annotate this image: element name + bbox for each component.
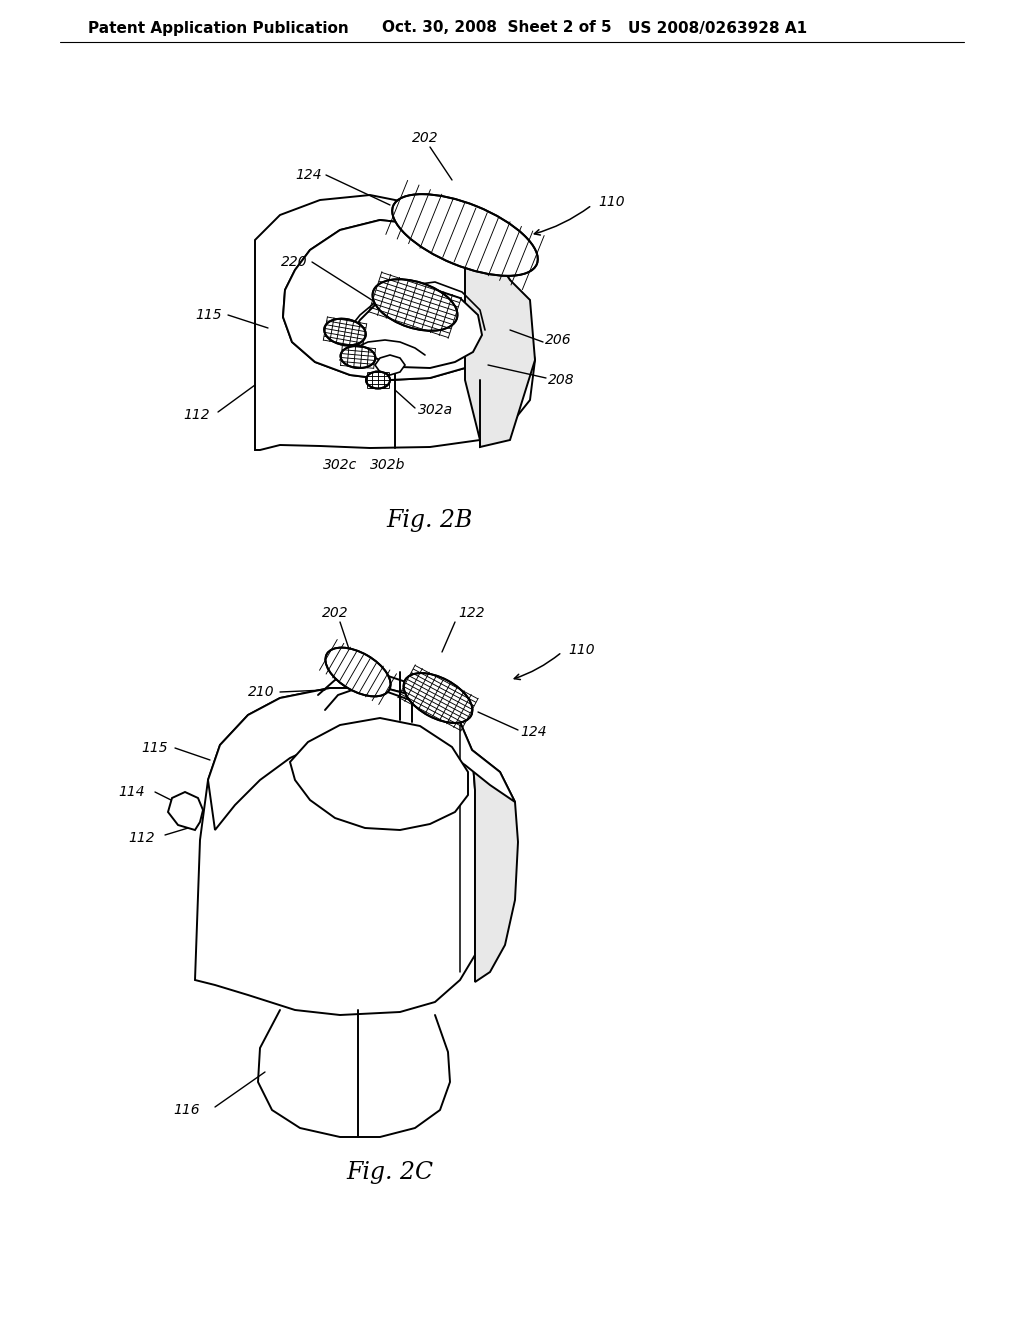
Ellipse shape (392, 194, 538, 276)
Polygon shape (350, 288, 482, 368)
Text: 206: 206 (545, 333, 571, 347)
Text: Fig. 2B: Fig. 2B (387, 508, 473, 532)
Text: 110: 110 (598, 195, 625, 209)
Polygon shape (195, 688, 475, 1015)
Polygon shape (375, 355, 406, 375)
Ellipse shape (403, 673, 472, 723)
Text: 302c: 302c (323, 458, 357, 473)
Text: 112: 112 (183, 408, 210, 422)
Ellipse shape (325, 318, 366, 346)
Ellipse shape (373, 280, 458, 331)
Text: 124: 124 (295, 168, 322, 182)
Text: 220: 220 (282, 255, 308, 269)
Text: Fig. 2C: Fig. 2C (346, 1160, 433, 1184)
Ellipse shape (326, 648, 390, 697)
Text: 208: 208 (548, 374, 574, 387)
Polygon shape (283, 220, 505, 380)
Text: Oct. 30, 2008  Sheet 2 of 5: Oct. 30, 2008 Sheet 2 of 5 (382, 21, 611, 36)
Ellipse shape (366, 371, 390, 388)
Polygon shape (290, 718, 468, 830)
Text: 210: 210 (249, 685, 275, 700)
Text: 115: 115 (141, 741, 168, 755)
Ellipse shape (341, 346, 376, 368)
Text: 202: 202 (412, 131, 438, 145)
Text: 202: 202 (322, 606, 348, 620)
Polygon shape (283, 220, 505, 380)
Text: 124: 124 (520, 725, 547, 739)
Text: Patent Application Publication: Patent Application Publication (88, 21, 349, 36)
Text: 110: 110 (568, 643, 595, 657)
Polygon shape (255, 195, 535, 450)
Polygon shape (465, 242, 535, 447)
Polygon shape (472, 750, 518, 982)
Text: 114: 114 (119, 785, 145, 799)
Text: 302a: 302a (418, 403, 454, 417)
Polygon shape (208, 688, 515, 830)
Text: 122: 122 (458, 606, 484, 620)
Text: 112: 112 (128, 832, 155, 845)
Text: 116: 116 (173, 1104, 200, 1117)
Text: US 2008/0263928 A1: US 2008/0263928 A1 (628, 21, 807, 36)
Text: 115: 115 (196, 308, 222, 322)
Text: 302b: 302b (371, 458, 406, 473)
Polygon shape (168, 792, 203, 830)
